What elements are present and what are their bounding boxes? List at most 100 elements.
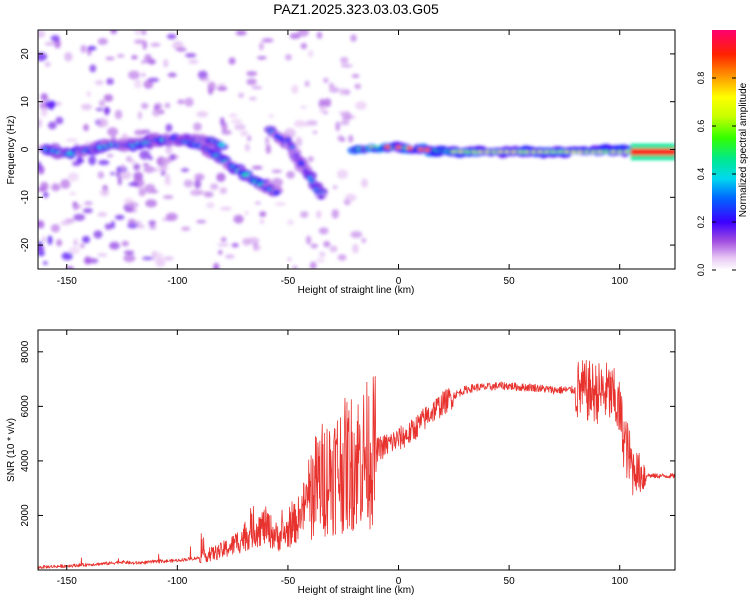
heatmap-noise-blob bbox=[44, 41, 57, 46]
heatmap-noise-blob bbox=[84, 201, 93, 206]
heatmap-noise-blob bbox=[115, 170, 121, 178]
heatmap-noise-blob bbox=[66, 266, 74, 269]
heatmap-ridge-core bbox=[523, 150, 530, 153]
heatmap-noise-blob bbox=[341, 111, 352, 122]
heatmap-band-core bbox=[630, 148, 675, 156]
heatmap-noise-blob bbox=[73, 238, 78, 247]
heatmap-noise-blob bbox=[44, 61, 51, 68]
heatmap-noise-blob bbox=[328, 86, 340, 93]
heatmap-noise-blob bbox=[107, 127, 119, 137]
heatmap-noise-blob bbox=[300, 105, 307, 110]
heatmap-noise-blob bbox=[50, 223, 61, 233]
heatmap-ridge-core bbox=[543, 150, 550, 153]
figure-title: PAZ1.2025.323.03.03.G05 bbox=[273, 1, 439, 17]
heatmap-ridge-core bbox=[616, 150, 623, 153]
heatmap-ridge-core bbox=[603, 150, 610, 153]
heatmap-noise-blob bbox=[355, 101, 367, 110]
heatmap-noise-blob bbox=[316, 258, 325, 263]
heatmap-noise-blob bbox=[203, 191, 214, 198]
heatmap-noise-blob bbox=[163, 195, 174, 200]
snr-series-line bbox=[38, 360, 675, 569]
heatmap-ridge-core bbox=[623, 150, 630, 153]
heatmap-noise-blob bbox=[228, 57, 236, 65]
heatmap-noise-blob bbox=[165, 123, 173, 132]
heatmap-noise-blob bbox=[38, 30, 46, 39]
heatmap-noise-blob bbox=[40, 222, 45, 229]
heatmap-noise-blob bbox=[98, 99, 106, 107]
heatmap-noise-blob bbox=[247, 135, 252, 142]
heatmap-noise-blob bbox=[67, 172, 79, 182]
heatmap-ridge-core bbox=[510, 150, 517, 153]
colorbar-tick-label: 0.4 bbox=[696, 168, 706, 181]
heatmap-noise-blob bbox=[80, 44, 87, 53]
heatmap-hotspot bbox=[384, 145, 391, 149]
x-tick-label: 100 bbox=[611, 576, 628, 587]
heatmap-noise-blob bbox=[130, 159, 136, 165]
heatmap-noise-blob bbox=[79, 243, 85, 249]
heatmap-noise-blob bbox=[285, 54, 292, 61]
heatmap-noise-blob bbox=[40, 107, 48, 117]
heatmap-noise-blob bbox=[82, 207, 93, 214]
heatmap-ridge-core bbox=[317, 195, 325, 200]
heatmap-noise-blob bbox=[167, 72, 177, 78]
heatmap-noise-blob bbox=[86, 91, 92, 97]
heatmap-noise-blob bbox=[82, 235, 91, 244]
heatmap-noise-blob bbox=[309, 261, 317, 269]
y-tick-label: 10 bbox=[20, 96, 31, 108]
heatmap-noise-blob bbox=[134, 79, 142, 89]
heatmap-noise-blob bbox=[42, 236, 47, 243]
heatmap-noise-blob bbox=[316, 31, 323, 39]
y-tick-label: 4000 bbox=[20, 449, 31, 472]
heatmap-noise-blob bbox=[293, 119, 306, 128]
heatmap-ridge-core bbox=[497, 150, 504, 153]
heatmap-noise-blob bbox=[224, 254, 235, 259]
heatmap-noise-blob bbox=[305, 235, 312, 245]
heatmap-noise-blob bbox=[50, 35, 60, 42]
heatmap-ridge-core bbox=[590, 150, 597, 153]
heatmap-noise-blob bbox=[123, 250, 135, 255]
heatmap-noise-blob bbox=[64, 51, 73, 62]
heatmap-noise-blob bbox=[354, 83, 362, 90]
heatmap-noise-blob bbox=[213, 262, 220, 269]
heatmap-noise-blob bbox=[128, 70, 140, 80]
heatmap-noise-blob bbox=[97, 212, 108, 217]
heatmap-noise-blob bbox=[149, 225, 157, 230]
heatmap-noise-blob bbox=[165, 145, 173, 155]
heatmap-noise-blob bbox=[335, 121, 341, 132]
heatmap-noise-blob bbox=[93, 230, 103, 239]
heatmap-noise-blob bbox=[202, 78, 210, 83]
heatmap-noise-blob bbox=[338, 111, 344, 115]
heatmap-noise-blob bbox=[103, 94, 114, 102]
heatmap-noise-blob bbox=[194, 179, 202, 189]
heatmap-ridge-core bbox=[477, 150, 484, 153]
heatmap-noise-blob bbox=[40, 93, 48, 101]
heatmap-ridge-core bbox=[450, 150, 457, 153]
heatmap-hotspot bbox=[406, 146, 413, 151]
heatmap-noise-blob bbox=[51, 183, 61, 192]
heatmap-noise-blob bbox=[216, 172, 226, 182]
heatmap-noise-blob bbox=[352, 243, 359, 254]
heatmap-ridge-core bbox=[556, 150, 563, 153]
heatmap-noise-blob bbox=[98, 159, 110, 166]
heatmap-noise-blob bbox=[133, 171, 144, 181]
heatmap-noise-blob bbox=[210, 183, 219, 190]
heatmap-noise-blob bbox=[184, 97, 194, 107]
heatmap-noise-blob bbox=[87, 45, 97, 51]
heatmap-noise-blob bbox=[340, 64, 353, 68]
heatmap-noise-blob bbox=[246, 78, 257, 86]
heatmap-noise-blob bbox=[73, 213, 86, 221]
heatmap-ridge-halo bbox=[303, 170, 317, 181]
heatmap-noise-blob bbox=[328, 82, 335, 89]
heatmap-noise-blob bbox=[337, 254, 347, 261]
heatmap-noise-blob bbox=[60, 179, 71, 189]
heatmap-noise-blob bbox=[216, 86, 228, 91]
heatmap-noise-blob bbox=[188, 59, 199, 65]
heatmap-noise-blob bbox=[312, 130, 318, 135]
heatmap-noise-blob bbox=[348, 134, 354, 143]
heatmap-ridge-core bbox=[550, 150, 557, 153]
y-tick-label: -20 bbox=[20, 237, 31, 252]
heatmap-noise-blob bbox=[230, 119, 243, 124]
heatmap-noise-blob bbox=[310, 243, 318, 249]
heatmap-noise-blob bbox=[38, 250, 45, 257]
